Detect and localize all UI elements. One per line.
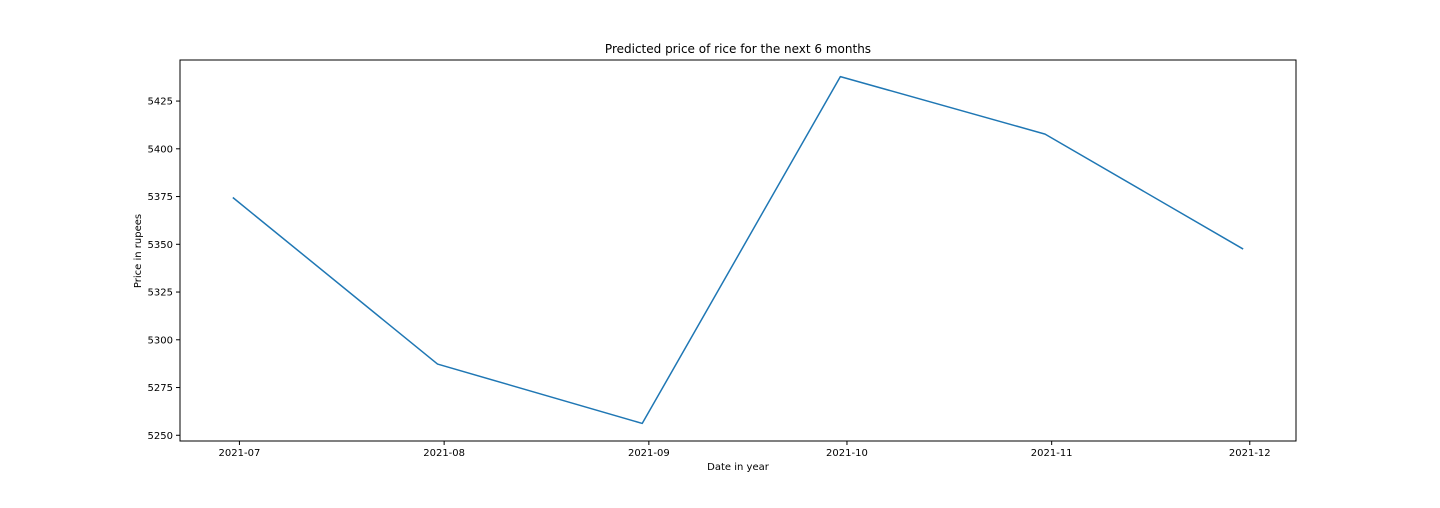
x-tick-label: 2021-09 bbox=[628, 448, 670, 459]
y-tick-label: 5250 bbox=[148, 431, 173, 442]
x-tick-label: 2021-10 bbox=[826, 448, 868, 459]
x-axis: 2021-07 2021-08 2021-09 2021-10 2021-11 2021-… bbox=[219, 441, 1271, 459]
y-tick-label: 5375 bbox=[148, 192, 173, 203]
y-tick-label: 5325 bbox=[148, 288, 173, 299]
series-layer bbox=[232, 75, 1244, 425]
x-tick-label: 2021-07 bbox=[219, 448, 261, 459]
y-tick-label: 5350 bbox=[148, 240, 173, 251]
chart-title: Predicted price of rice for the next 6 m… bbox=[605, 42, 871, 56]
x-tick-label: 2021-11 bbox=[1031, 448, 1073, 459]
series-line bbox=[232, 75, 1244, 425]
y-tick-label: 5425 bbox=[148, 97, 173, 108]
y-tick-label: 5300 bbox=[148, 335, 173, 346]
y-tick-label: 5275 bbox=[148, 383, 173, 394]
y-tick-label: 5400 bbox=[148, 144, 173, 155]
x-tick-label: 2021-12 bbox=[1229, 448, 1271, 459]
x-axis-label: Date in year bbox=[707, 462, 770, 473]
plot-area: 5250 5275 5300 5325 5350 5375 5400 5425 2021-07… bbox=[148, 59, 1297, 459]
y-axis-label: Price in rupees bbox=[133, 214, 144, 288]
plot-frame bbox=[179, 59, 1297, 442]
x-tick-label: 2021-08 bbox=[423, 448, 465, 459]
y-axis: 5250 5275 5300 5325 5350 5375 5400 5425 bbox=[148, 97, 180, 442]
